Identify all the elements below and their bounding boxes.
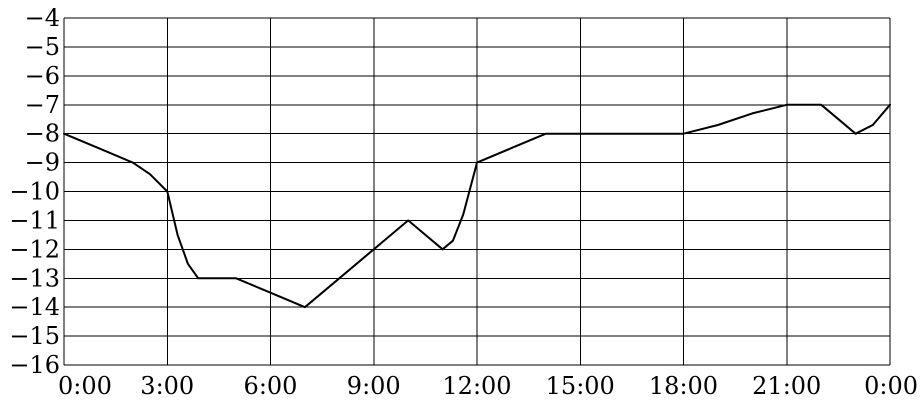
y-tick-label: −12 — [9, 235, 60, 263]
y-tick-label: −6 — [25, 62, 60, 90]
y-tick-label: −8 — [25, 120, 60, 148]
series-line — [63, 103, 891, 309]
y-tick-label: −11 — [9, 206, 60, 234]
y-tick-label: −7 — [25, 91, 60, 119]
x-tick-label: 18:00 — [649, 372, 718, 400]
y-tick-label: −13 — [9, 264, 60, 292]
x-tick-labels: 0:00 3:00 6:00 9:00 12:00 15:00 18:00 21:00 0:00 — [58, 372, 918, 400]
x-tick-label: 3:00 — [140, 372, 194, 400]
x-tick-label: 15:00 — [546, 372, 615, 400]
gridlines — [63, 17, 891, 366]
y-tick-label: −4 — [25, 4, 60, 32]
y-tick-label: −10 — [9, 178, 60, 206]
x-tick-label: 0:00 — [58, 372, 112, 400]
x-tick-label: 12:00 — [442, 372, 511, 400]
y-tick-label: −14 — [9, 293, 60, 321]
y-tick-labels: −4−5−6−7−8−9−10−11−12−13−14−15−16 — [9, 4, 60, 379]
series-layer — [63, 103, 891, 309]
y-tick-label: −16 — [9, 351, 60, 379]
x-tick-label: 0:00 — [864, 372, 918, 400]
x-tick-label: 21:00 — [752, 372, 821, 400]
x-tick-label: 6:00 — [244, 372, 298, 400]
y-tick-label: −15 — [9, 322, 60, 350]
y-tick-label: −5 — [25, 33, 60, 61]
y-tick-label: −9 — [25, 149, 60, 177]
x-tick-label: 9:00 — [347, 372, 401, 400]
